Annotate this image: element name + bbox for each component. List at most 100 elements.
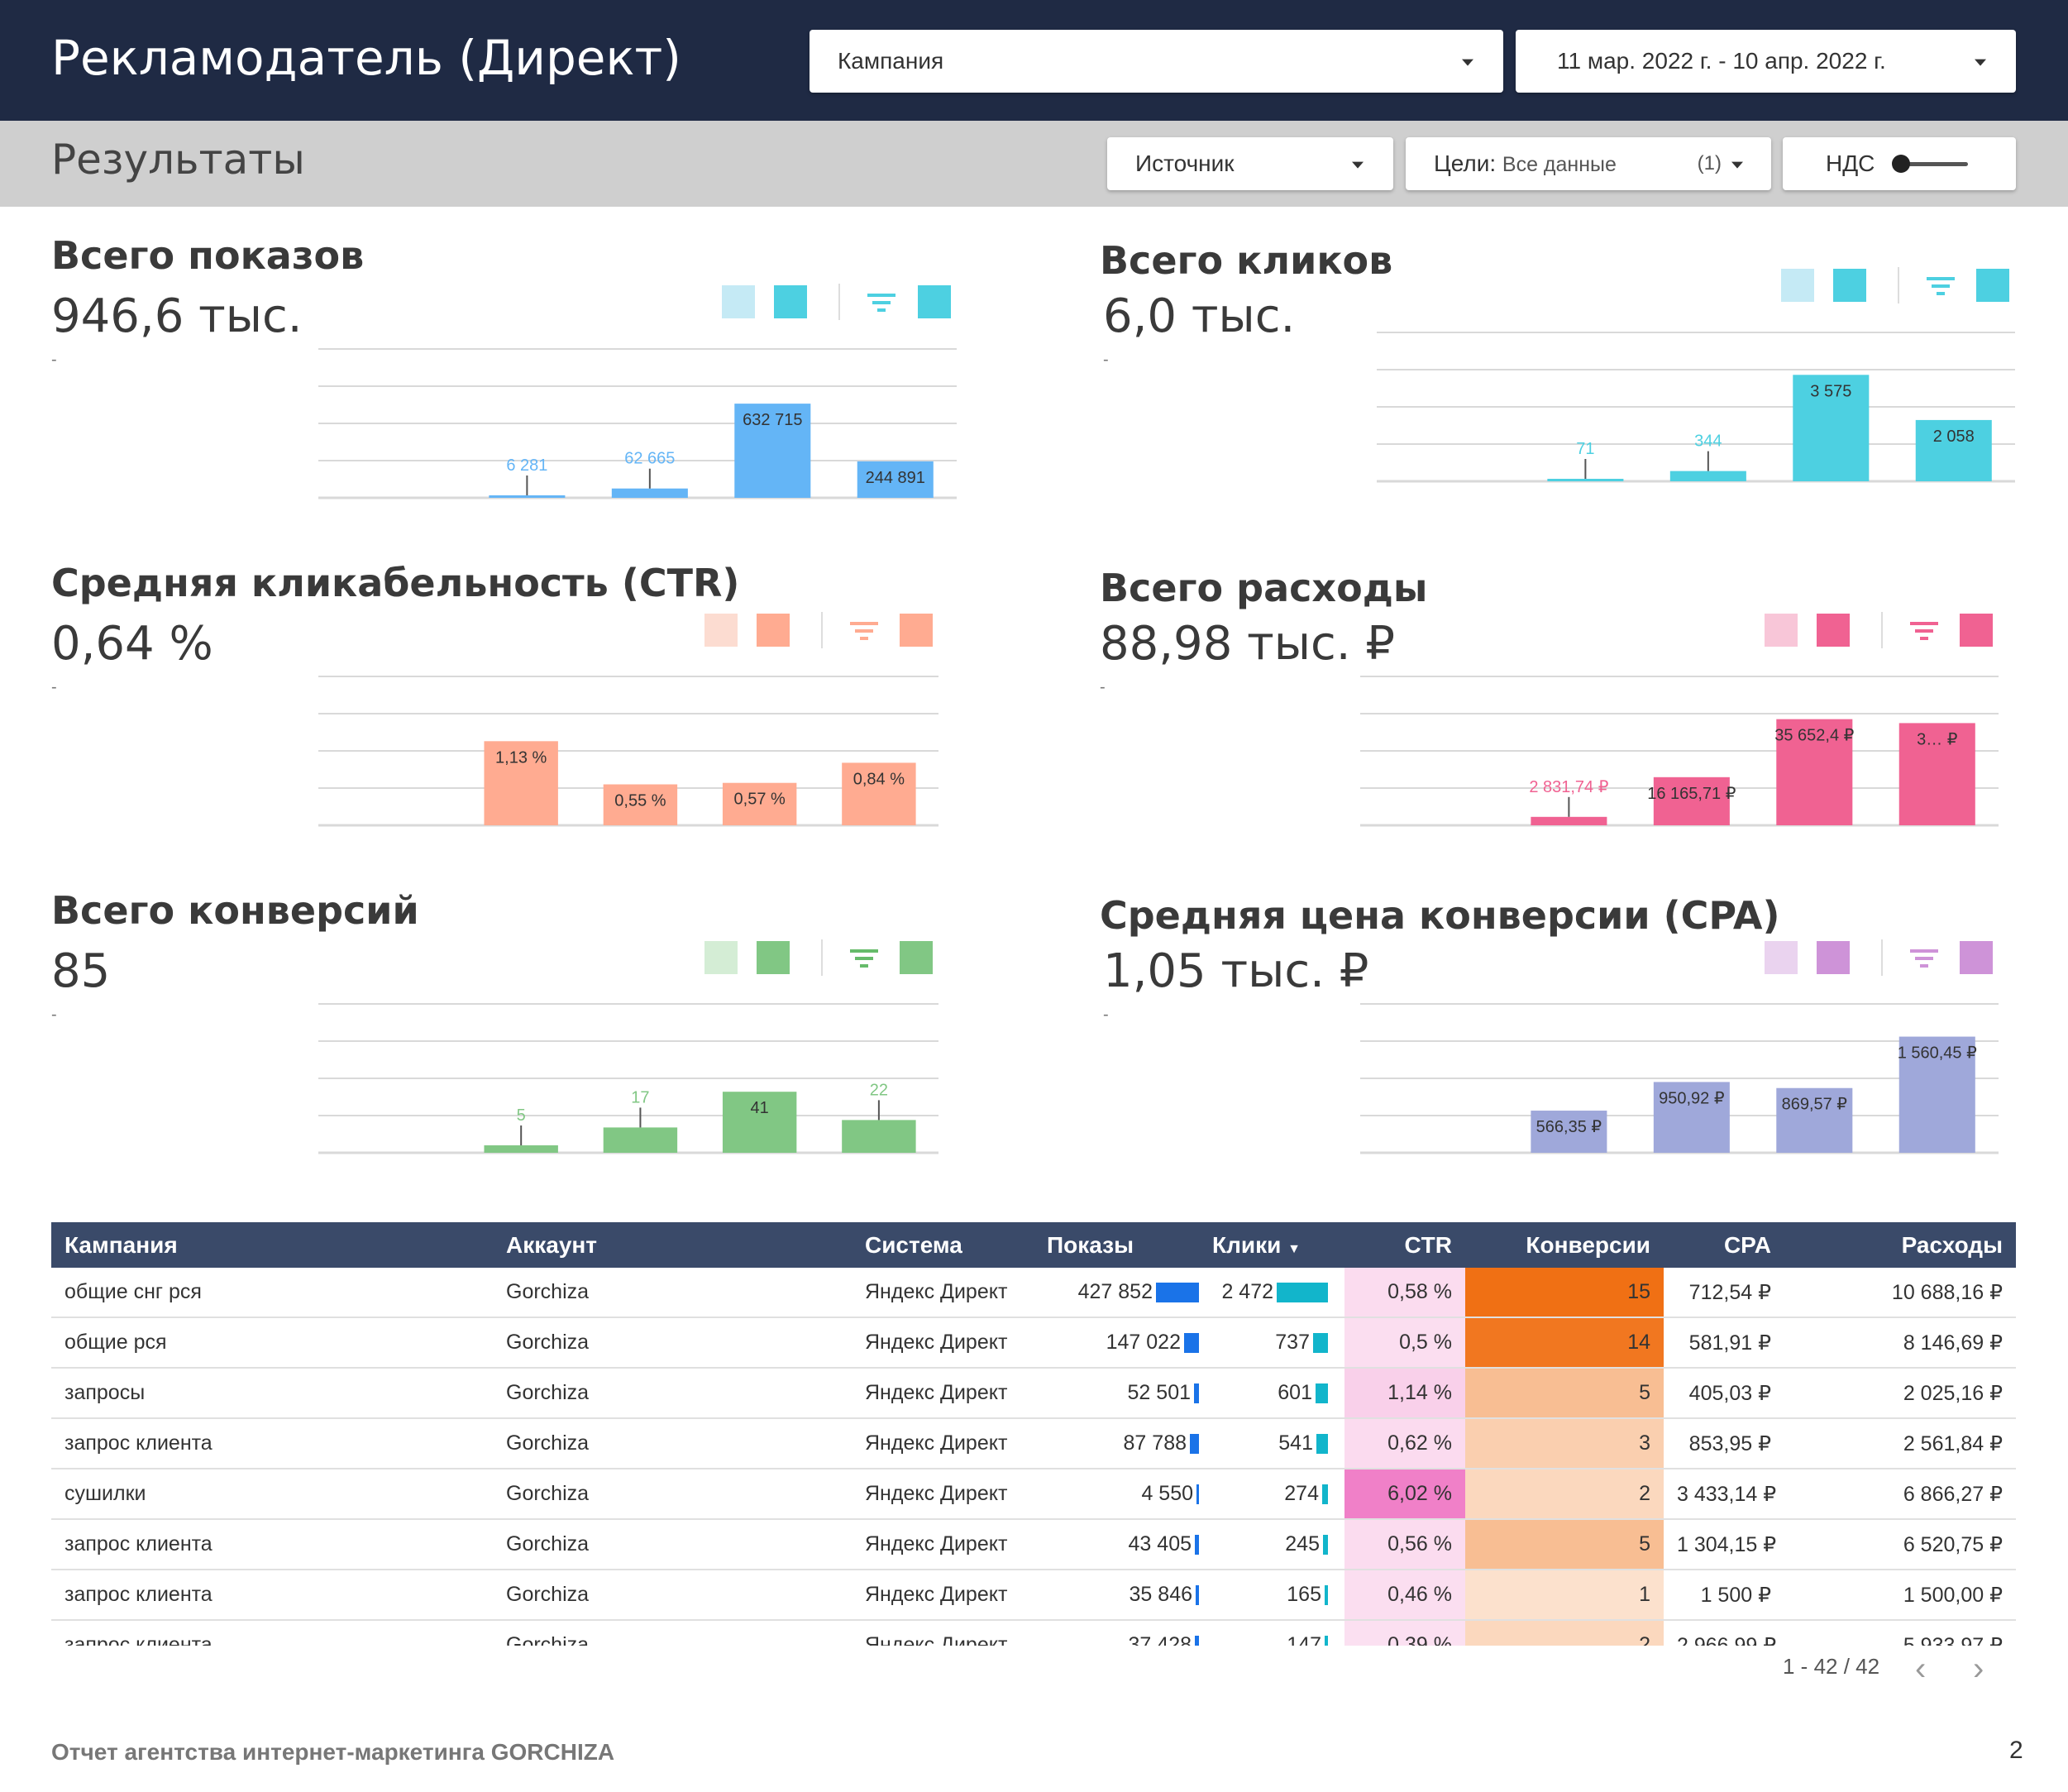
next-page-icon[interactable]: › (1973, 1651, 1984, 1687)
cell-conversions-text: 15 (1627, 1280, 1650, 1303)
cell-account-text: Gorchiza (506, 1532, 590, 1555)
bar[interactable] (1547, 479, 1624, 481)
divider (1881, 939, 1883, 976)
filter-icon[interactable] (1910, 949, 1938, 969)
bar[interactable] (603, 1127, 678, 1153)
cell-spend: 6 520,75 ₽ (1784, 1519, 2016, 1570)
cell-conversions: 2 (1465, 1469, 1664, 1520)
col-conversions[interactable]: Конверсии (1465, 1222, 1664, 1268)
cell-ctr: 0,56 % (1344, 1519, 1465, 1570)
col-clicks-label: Клики (1212, 1231, 1282, 1258)
ctr-chart: 1,13 % 0,55 % 0,57 % 0,84 % (318, 676, 938, 827)
vat-toggle[interactable]: НДС (1783, 137, 2016, 190)
cpa-chart: 566,35 ₽ 950,92 ₽ 869,57 ₽ 1 560,45 ₽ (1360, 1003, 1999, 1154)
cell-system-text: Яндекс Директ (865, 1633, 1008, 1646)
cell-campaign: сушилки (51, 1469, 493, 1520)
legend-swatch (1817, 614, 1850, 647)
page-title: Результаты (51, 136, 305, 184)
cell-spend-text: 2 561,84 ₽ (1903, 1431, 2003, 1455)
bar[interactable] (1793, 375, 1870, 481)
cell-impressions-text: 87 788 (1123, 1431, 1187, 1455)
filter-icon[interactable] (1927, 277, 1955, 297)
table-row[interactable]: сушилки Gorchiza Яндекс Директ 4 550 274 6,02… (51, 1469, 2016, 1520)
bar[interactable] (1776, 719, 1853, 825)
col-campaign[interactable]: Кампания (51, 1222, 493, 1268)
pagination-label: 1 - 42 / 42 (1783, 1654, 1880, 1679)
data-label: 35 652,4 ₽ (1774, 727, 1854, 745)
bar[interactable] (484, 741, 558, 825)
bar[interactable] (1915, 419, 1992, 481)
date-range-picker[interactable]: 11 мар. 2022 г. - 10 апр. 2022 г. (1516, 30, 2016, 93)
col-impressions[interactable]: Показы (1034, 1222, 1199, 1268)
cell-spend: 10 688,16 ₽ (1784, 1268, 2016, 1318)
bar[interactable] (722, 1092, 797, 1153)
cell-ctr-text: 0,39 % (1387, 1633, 1452, 1646)
spend-chart: 2 831,74 ₽ 16 165,71 ₽ 35 652,4 ₽ 3… ₽ (1360, 676, 1999, 827)
cell-spend: 1 500,00 ₽ (1784, 1570, 2016, 1621)
bar[interactable] (611, 488, 688, 498)
bar[interactable] (722, 782, 797, 825)
bar[interactable] (603, 784, 678, 826)
bar[interactable] (842, 1120, 916, 1153)
bar[interactable] (484, 1145, 558, 1153)
bar[interactable] (1653, 777, 1730, 825)
campaign-dropdown[interactable]: Кампания (810, 30, 1503, 93)
source-dropdown[interactable]: Источник (1107, 137, 1393, 190)
cell-spend-text: 5 933,97 ₽ (1903, 1633, 2003, 1646)
kpi-ctr-value: 0,64 % (51, 617, 213, 671)
bar[interactable] (734, 404, 811, 498)
clicks-bar (1325, 1636, 1328, 1646)
table-row[interactable]: запрос клиента Gorchiza Яндекс Директ 35 84… (51, 1570, 2016, 1621)
data-label: 2 831,74 ₽ (1529, 778, 1608, 796)
cell-ctr: 0,5 % (1344, 1317, 1465, 1369)
cell-cpa: 2 966,99 ₽ (1664, 1620, 1784, 1646)
col-cpa[interactable]: CPA (1664, 1222, 1784, 1268)
clicks-bar (1313, 1333, 1328, 1354)
table-row[interactable]: запрос клиента Gorchiza Яндекс Директ 37 42… (51, 1620, 2016, 1646)
cell-clicks: 541 (1199, 1418, 1344, 1469)
table-row[interactable]: общие снг рся Gorchiza Яндекс Директ 427 85… (51, 1268, 2016, 1318)
cell-impressions-text: 35 846 (1129, 1583, 1192, 1606)
cell-campaign: общие рся (51, 1317, 493, 1369)
divider (821, 612, 823, 648)
vat-toggle-knob[interactable] (1892, 155, 1910, 173)
divider (1881, 612, 1883, 648)
date-range-label: 11 мар. 2022 г. - 10 апр. 2022 г. (1557, 48, 1886, 74)
bar[interactable] (1776, 1087, 1853, 1153)
col-ctr[interactable]: CTR (1344, 1222, 1465, 1268)
vat-toggle-track[interactable] (1902, 162, 1968, 166)
chevron-down-icon (1462, 59, 1473, 66)
cell-clicks-text: 541 (1278, 1431, 1313, 1455)
filter-icon[interactable] (850, 622, 878, 642)
filter-icon[interactable] (867, 294, 895, 313)
table-row[interactable]: общие рся Gorchiza Яндекс Директ 147 022 737… (51, 1317, 2016, 1369)
chevron-down-icon (1975, 59, 1986, 66)
bar[interactable] (1653, 1082, 1730, 1153)
bar[interactable] (842, 762, 916, 825)
filter-icon[interactable] (1910, 622, 1938, 642)
bar[interactable] (1531, 1111, 1607, 1153)
bar[interactable] (489, 495, 566, 498)
cell-clicks-text: 601 (1278, 1381, 1312, 1404)
goals-dropdown[interactable]: Цели: Все данные (1) (1406, 137, 1771, 190)
bar[interactable] (1898, 1036, 1975, 1153)
prev-page-icon[interactable]: ‹ (1915, 1651, 1927, 1687)
bar[interactable] (1531, 816, 1607, 825)
col-account[interactable]: Аккаунт (493, 1222, 852, 1268)
table-row[interactable]: запросы Gorchiza Яндекс Директ 52 501 601 1,1… (51, 1368, 2016, 1419)
cell-system: Яндекс Директ (852, 1620, 1034, 1646)
bar[interactable] (1898, 723, 1975, 825)
bar[interactable] (857, 461, 934, 498)
cell-spend-text: 1 500,00 ₽ (1903, 1583, 2003, 1607)
col-spend[interactable]: Расходы (1784, 1222, 2016, 1268)
data-label: 3 575 (1810, 382, 1851, 400)
bar[interactable] (1669, 471, 1746, 481)
filter-icon[interactable] (850, 949, 878, 969)
cell-ctr: 0,39 % (1344, 1620, 1465, 1646)
table-row[interactable]: запрос клиента Gorchiza Яндекс Директ 87 78… (51, 1418, 2016, 1469)
table-row[interactable]: запрос клиента Gorchiza Яндекс Директ 43 40… (51, 1519, 2016, 1570)
col-system[interactable]: Система (852, 1222, 1034, 1268)
col-clicks[interactable]: Клики ▼ (1199, 1222, 1344, 1268)
cell-spend-text: 6 866,27 ₽ (1903, 1482, 2003, 1506)
campaign-table-container[interactable]: Кампания Аккаунт Система Показы Клики ▼ … (51, 1222, 2016, 1646)
